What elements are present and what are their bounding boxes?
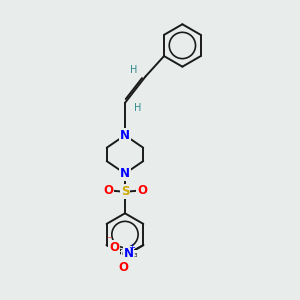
- Text: ⁻: ⁻: [106, 236, 112, 246]
- Text: N: N: [124, 247, 134, 260]
- Text: CH₃: CH₃: [122, 250, 138, 259]
- Text: O: O: [110, 241, 119, 254]
- Text: +: +: [129, 243, 136, 252]
- Text: S: S: [121, 185, 129, 198]
- Text: O: O: [103, 184, 113, 197]
- Text: O: O: [137, 184, 147, 197]
- Text: N: N: [120, 167, 130, 180]
- Text: N: N: [120, 129, 130, 142]
- Text: O: O: [118, 261, 128, 274]
- Text: H: H: [130, 65, 137, 75]
- Text: H: H: [134, 103, 141, 113]
